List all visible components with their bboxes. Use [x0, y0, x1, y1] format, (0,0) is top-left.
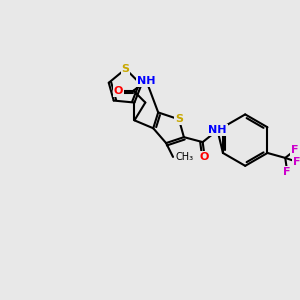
- Text: NH: NH: [137, 76, 156, 86]
- Text: CH₃: CH₃: [176, 152, 194, 162]
- Text: F: F: [293, 157, 300, 167]
- Text: O: O: [114, 86, 123, 96]
- Text: S: S: [122, 64, 130, 74]
- Text: O: O: [200, 152, 209, 162]
- Text: NH: NH: [208, 125, 227, 135]
- Text: F: F: [291, 145, 299, 155]
- Text: F: F: [284, 167, 291, 177]
- Text: S: S: [175, 114, 183, 124]
